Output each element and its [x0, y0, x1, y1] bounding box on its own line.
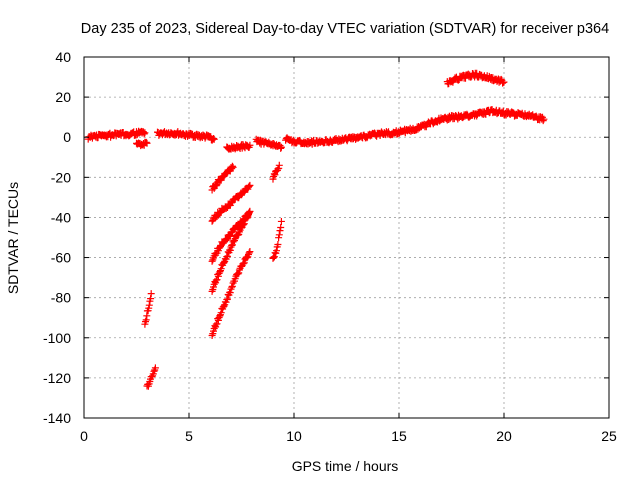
data-points-track-8-9.5h	[252, 135, 285, 152]
series-steep-2	[141, 290, 155, 328]
series-steep-3	[208, 248, 254, 339]
series-arc-17-20h	[443, 69, 508, 88]
y-tick-label: -20	[51, 169, 71, 185]
plot-frame	[83, 56, 610, 419]
x-tick-label: 25	[601, 428, 617, 444]
data-points-main-track-early	[84, 127, 149, 143]
data-points-steep-2	[141, 290, 155, 328]
data-points-steep-9	[269, 161, 283, 183]
series-steep-8	[269, 217, 285, 262]
series-track-7-8h	[223, 141, 254, 153]
x-tick-label: 15	[391, 428, 407, 444]
x-tick-label: 20	[496, 428, 512, 444]
y-tick-label: -140	[43, 410, 71, 426]
y-axis-label: SDTVAR / TECUs	[5, 182, 21, 294]
series-steep-1	[143, 364, 159, 390]
y-tick-label: -120	[43, 370, 71, 386]
series-steep-7	[208, 162, 237, 194]
x-tick-label: 0	[80, 428, 88, 444]
x-tick-label: 10	[286, 428, 302, 444]
y-tick-label: -60	[51, 250, 71, 266]
data-marks	[84, 69, 548, 390]
x-axis-label: GPS time / hours	[292, 458, 399, 474]
data-points-steep-3	[208, 248, 254, 339]
y-tick-label: 0	[63, 129, 71, 145]
data-points-arc-17-20h	[443, 69, 508, 88]
y-tick-label: -40	[51, 209, 71, 225]
data-points-steep-8	[269, 217, 285, 262]
series-steep-9	[269, 161, 283, 183]
y-tick-label: 40	[55, 49, 71, 65]
series-main-track-mid	[282, 106, 548, 148]
x-tick-label: 5	[185, 428, 193, 444]
chart-title: Day 235 of 2023, Sidereal Day-to-day VTE…	[81, 21, 609, 37]
data-points-steep-7	[208, 162, 237, 194]
axis-ticks: 0 5 10 15 20 25 -140 -120 -100 -80 -60 -40 -20 0 20 40	[43, 49, 617, 444]
grid-lines	[84, 57, 609, 418]
data-points-steep-6	[208, 181, 254, 225]
series-track-8-9.5h	[252, 135, 285, 152]
data-points-track-7-8h	[223, 141, 254, 153]
series-steep-5	[208, 207, 254, 265]
series-track-2.5h-dip	[133, 138, 151, 150]
y-tick-label: -80	[51, 290, 71, 306]
data-points-steep-5	[208, 207, 254, 265]
series-main-track-early	[84, 127, 149, 143]
data-points-steep-1	[143, 364, 159, 390]
y-tick-label: -100	[43, 330, 71, 346]
series-track-3.5-6h	[154, 128, 218, 144]
y-tick-label: 20	[55, 89, 71, 105]
data-points-track-2.5h-dip	[133, 138, 151, 150]
data-points-main-track-mid	[282, 106, 548, 148]
data-points-track-3.5-6h	[154, 128, 218, 144]
series-steep-6	[208, 181, 254, 225]
